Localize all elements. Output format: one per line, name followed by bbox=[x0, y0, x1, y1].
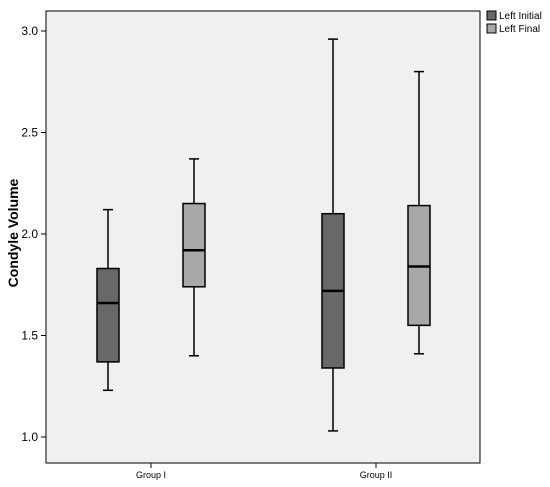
y-axis-label: Condyle Volume bbox=[5, 178, 21, 287]
box-1-0 bbox=[321, 38, 345, 432]
x-tick-label: Group I bbox=[136, 470, 166, 480]
legend-swatch bbox=[486, 23, 497, 34]
y-tick-label: 2.0 bbox=[21, 227, 38, 241]
box-0-0 bbox=[96, 208, 120, 392]
y-tick-label: 1.5 bbox=[21, 329, 38, 343]
box-1-1 bbox=[407, 70, 431, 355]
box-0-1 bbox=[182, 158, 206, 357]
x-tick-label: Group II bbox=[360, 470, 393, 480]
legend-label: Left Initial bbox=[499, 11, 542, 22]
legend-swatch bbox=[486, 10, 497, 21]
y-tick-label: 1.0 bbox=[21, 430, 38, 444]
iqr-box bbox=[182, 202, 206, 288]
iqr-box bbox=[96, 267, 120, 363]
y-tick-label: 2.5 bbox=[21, 126, 38, 140]
y-tick-label: 3.0 bbox=[21, 24, 38, 38]
legend-label: Left Final bbox=[499, 24, 540, 35]
